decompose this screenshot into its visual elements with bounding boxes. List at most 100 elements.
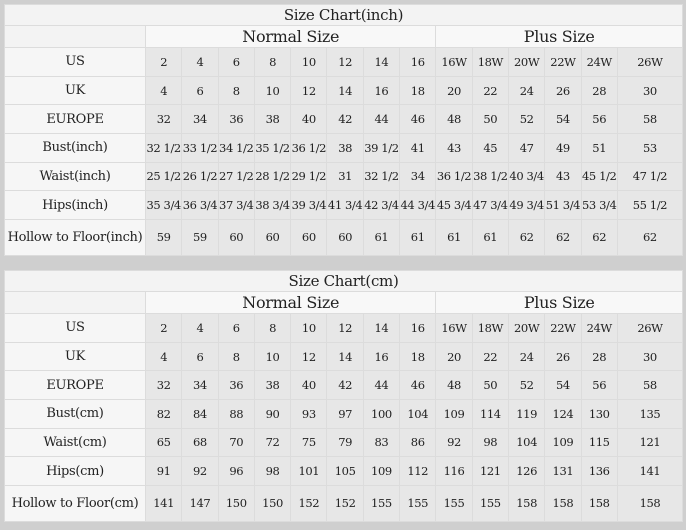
- table-cell: 115: [580, 427, 618, 458]
- size-chart-cm-table: Size Chart(cm) Normal Size Plus Size US 2 4 6 8…: [3, 269, 684, 523]
- table-cell: 28: [580, 75, 618, 106]
- table-cell: 4: [181, 313, 219, 343]
- table-row: EUROPE 32 34 36 38 40 42 44 46 48 50 52 54 56 58: [4, 104, 683, 134]
- table-cell: 10: [253, 75, 292, 106]
- table-cell: 38 3/4: [253, 190, 292, 220]
- table-cell: 56: [580, 104, 618, 134]
- table-cell: 158: [507, 484, 546, 523]
- table-cell: 46: [399, 104, 437, 134]
- table-cell: 10: [290, 47, 328, 77]
- row-label: EUROPE: [4, 370, 146, 400]
- table-cell: 26W: [616, 313, 684, 343]
- row-label: Hollow to Floor(inch): [4, 218, 146, 257]
- table-cell: 119: [507, 398, 546, 429]
- table-cell: 26W: [616, 47, 683, 77]
- table-cell: 114: [471, 398, 509, 429]
- table-cell: 22: [471, 75, 509, 106]
- table-cell: 16W: [435, 47, 473, 77]
- table-cell: 40: [290, 104, 328, 134]
- table-cell: 4: [144, 75, 183, 106]
- table-cell: 59: [181, 218, 219, 257]
- row-label: Waist(cm): [4, 427, 146, 458]
- table-cell: 51 3/4: [544, 190, 582, 220]
- row-label: US: [4, 47, 146, 77]
- table-cell: 112: [399, 456, 437, 486]
- group-header-row: Normal Size Plus Size: [4, 291, 684, 315]
- table-cell: 38: [326, 132, 364, 163]
- table-cell: 6: [217, 313, 255, 343]
- table-cell: 12: [290, 341, 328, 372]
- table-cell: 18W: [471, 313, 509, 343]
- table-cell: 62: [616, 218, 683, 257]
- table-cell: 8: [253, 47, 292, 77]
- table-cell: 8: [217, 341, 255, 372]
- row-label: Hips(inch): [4, 190, 146, 220]
- table-cell: 4: [181, 47, 219, 77]
- table-cell: 54: [544, 370, 582, 400]
- table-cell: 141: [616, 456, 684, 486]
- table-cell: 6: [181, 341, 219, 372]
- table-cell: 14: [326, 341, 364, 372]
- table-cell: 60: [326, 218, 364, 257]
- table-cell: 40: [290, 370, 328, 400]
- table-cell: 8: [217, 75, 255, 106]
- table-cell: 16: [399, 47, 437, 77]
- table-cell: 97: [326, 398, 364, 429]
- table-cell: 152: [290, 484, 328, 523]
- chart-title: Size Chart(inch): [4, 3, 683, 27]
- table-cell: 121: [616, 427, 684, 458]
- chart-title: Size Chart(cm): [3, 269, 684, 293]
- row-label: UK: [4, 75, 146, 106]
- table-cell: 22: [471, 341, 509, 372]
- title-row: Size Chart(inch): [4, 3, 683, 27]
- table-cell: 42: [326, 370, 364, 400]
- table-cell: 16: [362, 75, 401, 106]
- table-cell: 61: [399, 218, 437, 257]
- table-cell: 56: [580, 370, 618, 400]
- table-row: Hips(cm) 91 92 96 98 101 105 109 112 116 121 126 131…: [4, 456, 684, 486]
- table-row: Hollow to Floor(inch) 59 59 60 60 60 60 61 61 61 6…: [4, 218, 683, 257]
- table-cell: 20: [435, 341, 473, 372]
- table-cell: 22W: [544, 47, 582, 77]
- table-row: Bust(inch) 32 1/2 33 1/2 34 1/2 35 1/2 36 1/2…: [4, 132, 683, 163]
- table-cell: 37 3/4: [217, 190, 255, 220]
- table-row: Waist(cm) 65 68 70 72 75 79 83 86 92 98 104 109 115 12…: [4, 427, 684, 458]
- row-label: Hips(cm): [4, 456, 146, 486]
- table-cell: 158: [544, 484, 582, 523]
- table-row: US 2 4 6 8 10 12 14 16 16W 18W 20W 22W 24W 26W: [4, 47, 683, 77]
- table-cell: 16: [399, 313, 437, 343]
- table-cell: 28 1/2: [253, 161, 292, 192]
- table-cell: 51: [580, 132, 618, 163]
- row-label: Bust(inch): [4, 132, 146, 163]
- table-cell: 24: [507, 341, 546, 372]
- table-cell: 45 3/4: [435, 190, 473, 220]
- table-cell: 39 1/2: [362, 132, 401, 163]
- table-cell: 158: [580, 484, 618, 523]
- row-label: US: [4, 313, 146, 343]
- group-header-normal-size: Normal Size: [144, 25, 437, 49]
- table-row: Hips(inch) 35 3/4 36 3/4 37 3/4 38 3/4 39 3/4…: [4, 190, 683, 220]
- group-header-plus-size: Plus Size: [435, 25, 683, 49]
- table-cell: 20W: [507, 313, 546, 343]
- row-label: UK: [4, 341, 146, 372]
- table-cell: 155: [362, 484, 401, 523]
- table-cell: 18: [399, 341, 437, 372]
- table-cell: 41 3/4: [326, 190, 364, 220]
- size-chart-inch-table: Size Chart(inch) Normal Size Plus Size US 2 4…: [4, 3, 683, 257]
- group-header-normal-size: Normal Size: [144, 291, 437, 315]
- table-cell: 60: [217, 218, 255, 257]
- table-cell: 34: [181, 370, 219, 400]
- table-cell: 98: [471, 427, 509, 458]
- table-cell: 93: [290, 398, 328, 429]
- header-blank-cell: [4, 291, 146, 315]
- table-cell: 68: [181, 427, 219, 458]
- table-cell: 104: [507, 427, 546, 458]
- table-cell: 98: [253, 456, 292, 486]
- table-cell: 86: [399, 427, 437, 458]
- table-cell: 130: [580, 398, 618, 429]
- table-cell: 155: [435, 484, 473, 523]
- table-cell: 31: [326, 161, 364, 192]
- table-cell: 36 1/2: [435, 161, 473, 192]
- row-label: Hollow to Floor(cm): [4, 484, 146, 523]
- table-cell: 147: [181, 484, 219, 523]
